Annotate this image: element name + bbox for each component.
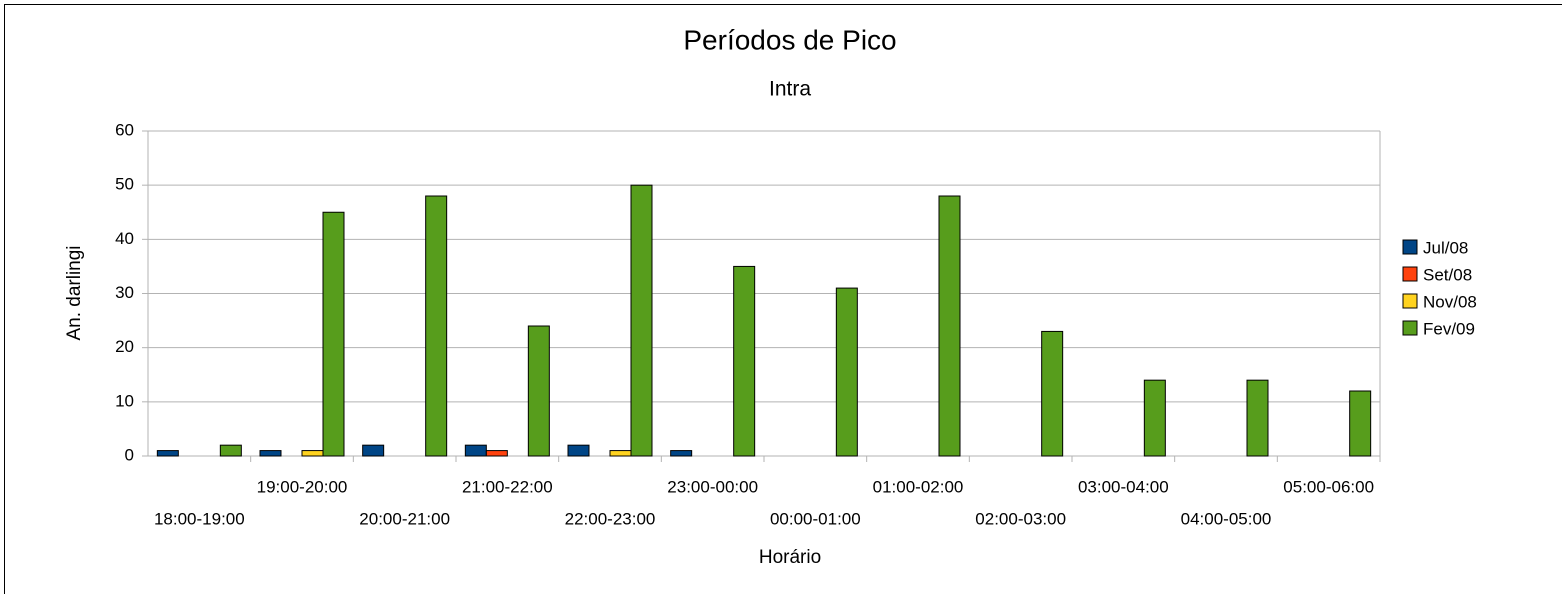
x-tick-label: 18:00-19:00 — [154, 509, 245, 528]
bar — [567, 444, 590, 457]
legend-swatch — [1402, 320, 1418, 336]
bar — [733, 265, 756, 457]
x-tick-label: 04:00-05:00 — [1181, 509, 1272, 528]
bar — [670, 450, 693, 457]
x-tick-label: 02:00-03:00 — [975, 509, 1066, 528]
frame — [4, 4, 1562, 594]
y-tick-label: 30 — [115, 283, 134, 302]
bar — [464, 444, 487, 457]
bar — [1041, 330, 1064, 457]
legend-label: Nov/08 — [1423, 292, 1477, 311]
bar — [301, 450, 324, 457]
y-tick-label: 50 — [115, 175, 134, 194]
bar — [219, 444, 242, 457]
y-tick-label: 20 — [115, 337, 134, 356]
legend-label: Jul/08 — [1423, 238, 1468, 257]
x-tick-label: 01:00-02:00 — [873, 477, 964, 496]
y-tick-label: 10 — [115, 391, 134, 410]
x-tick-label: 22:00-23:00 — [565, 509, 656, 528]
x-tick-label: 21:00-22:00 — [462, 477, 553, 496]
bar — [156, 450, 179, 457]
bar — [1246, 379, 1269, 457]
x-tick-label: 20:00-21:00 — [359, 509, 450, 528]
legend-swatch — [1402, 293, 1418, 309]
x-tick-label: 05:00-06:00 — [1283, 477, 1374, 496]
bar — [425, 195, 448, 457]
x-tick-label: 00:00-01:00 — [770, 509, 861, 528]
bar — [362, 444, 385, 457]
legend-label: Fev/09 — [1423, 319, 1475, 338]
bar — [835, 287, 858, 457]
legend-swatch — [1402, 266, 1418, 282]
y-tick-label: 40 — [115, 229, 134, 248]
bar — [527, 325, 550, 457]
x-tick-label: 03:00-04:00 — [1078, 477, 1169, 496]
bar — [609, 450, 632, 457]
x-tick-label: 19:00-20:00 — [257, 477, 348, 496]
bar — [485, 450, 508, 457]
bar — [259, 450, 282, 457]
x-axis-label: Horário — [759, 547, 821, 568]
y-tick-label: 0 — [125, 445, 134, 464]
y-axis-label: An. darlingi — [64, 245, 85, 340]
y-tick-label: 60 — [115, 120, 134, 139]
x-tick-label: 23:00-00:00 — [667, 477, 758, 496]
bar — [938, 195, 961, 457]
bar — [1143, 379, 1166, 457]
bar — [1349, 390, 1372, 457]
legend-swatch — [1402, 239, 1418, 255]
chart-title: Períodos de Pico — [683, 24, 896, 55]
bar — [322, 211, 345, 457]
bar — [630, 184, 653, 457]
chart-subtitle: Intra — [769, 78, 811, 101]
legend-label: Set/08 — [1423, 265, 1472, 284]
